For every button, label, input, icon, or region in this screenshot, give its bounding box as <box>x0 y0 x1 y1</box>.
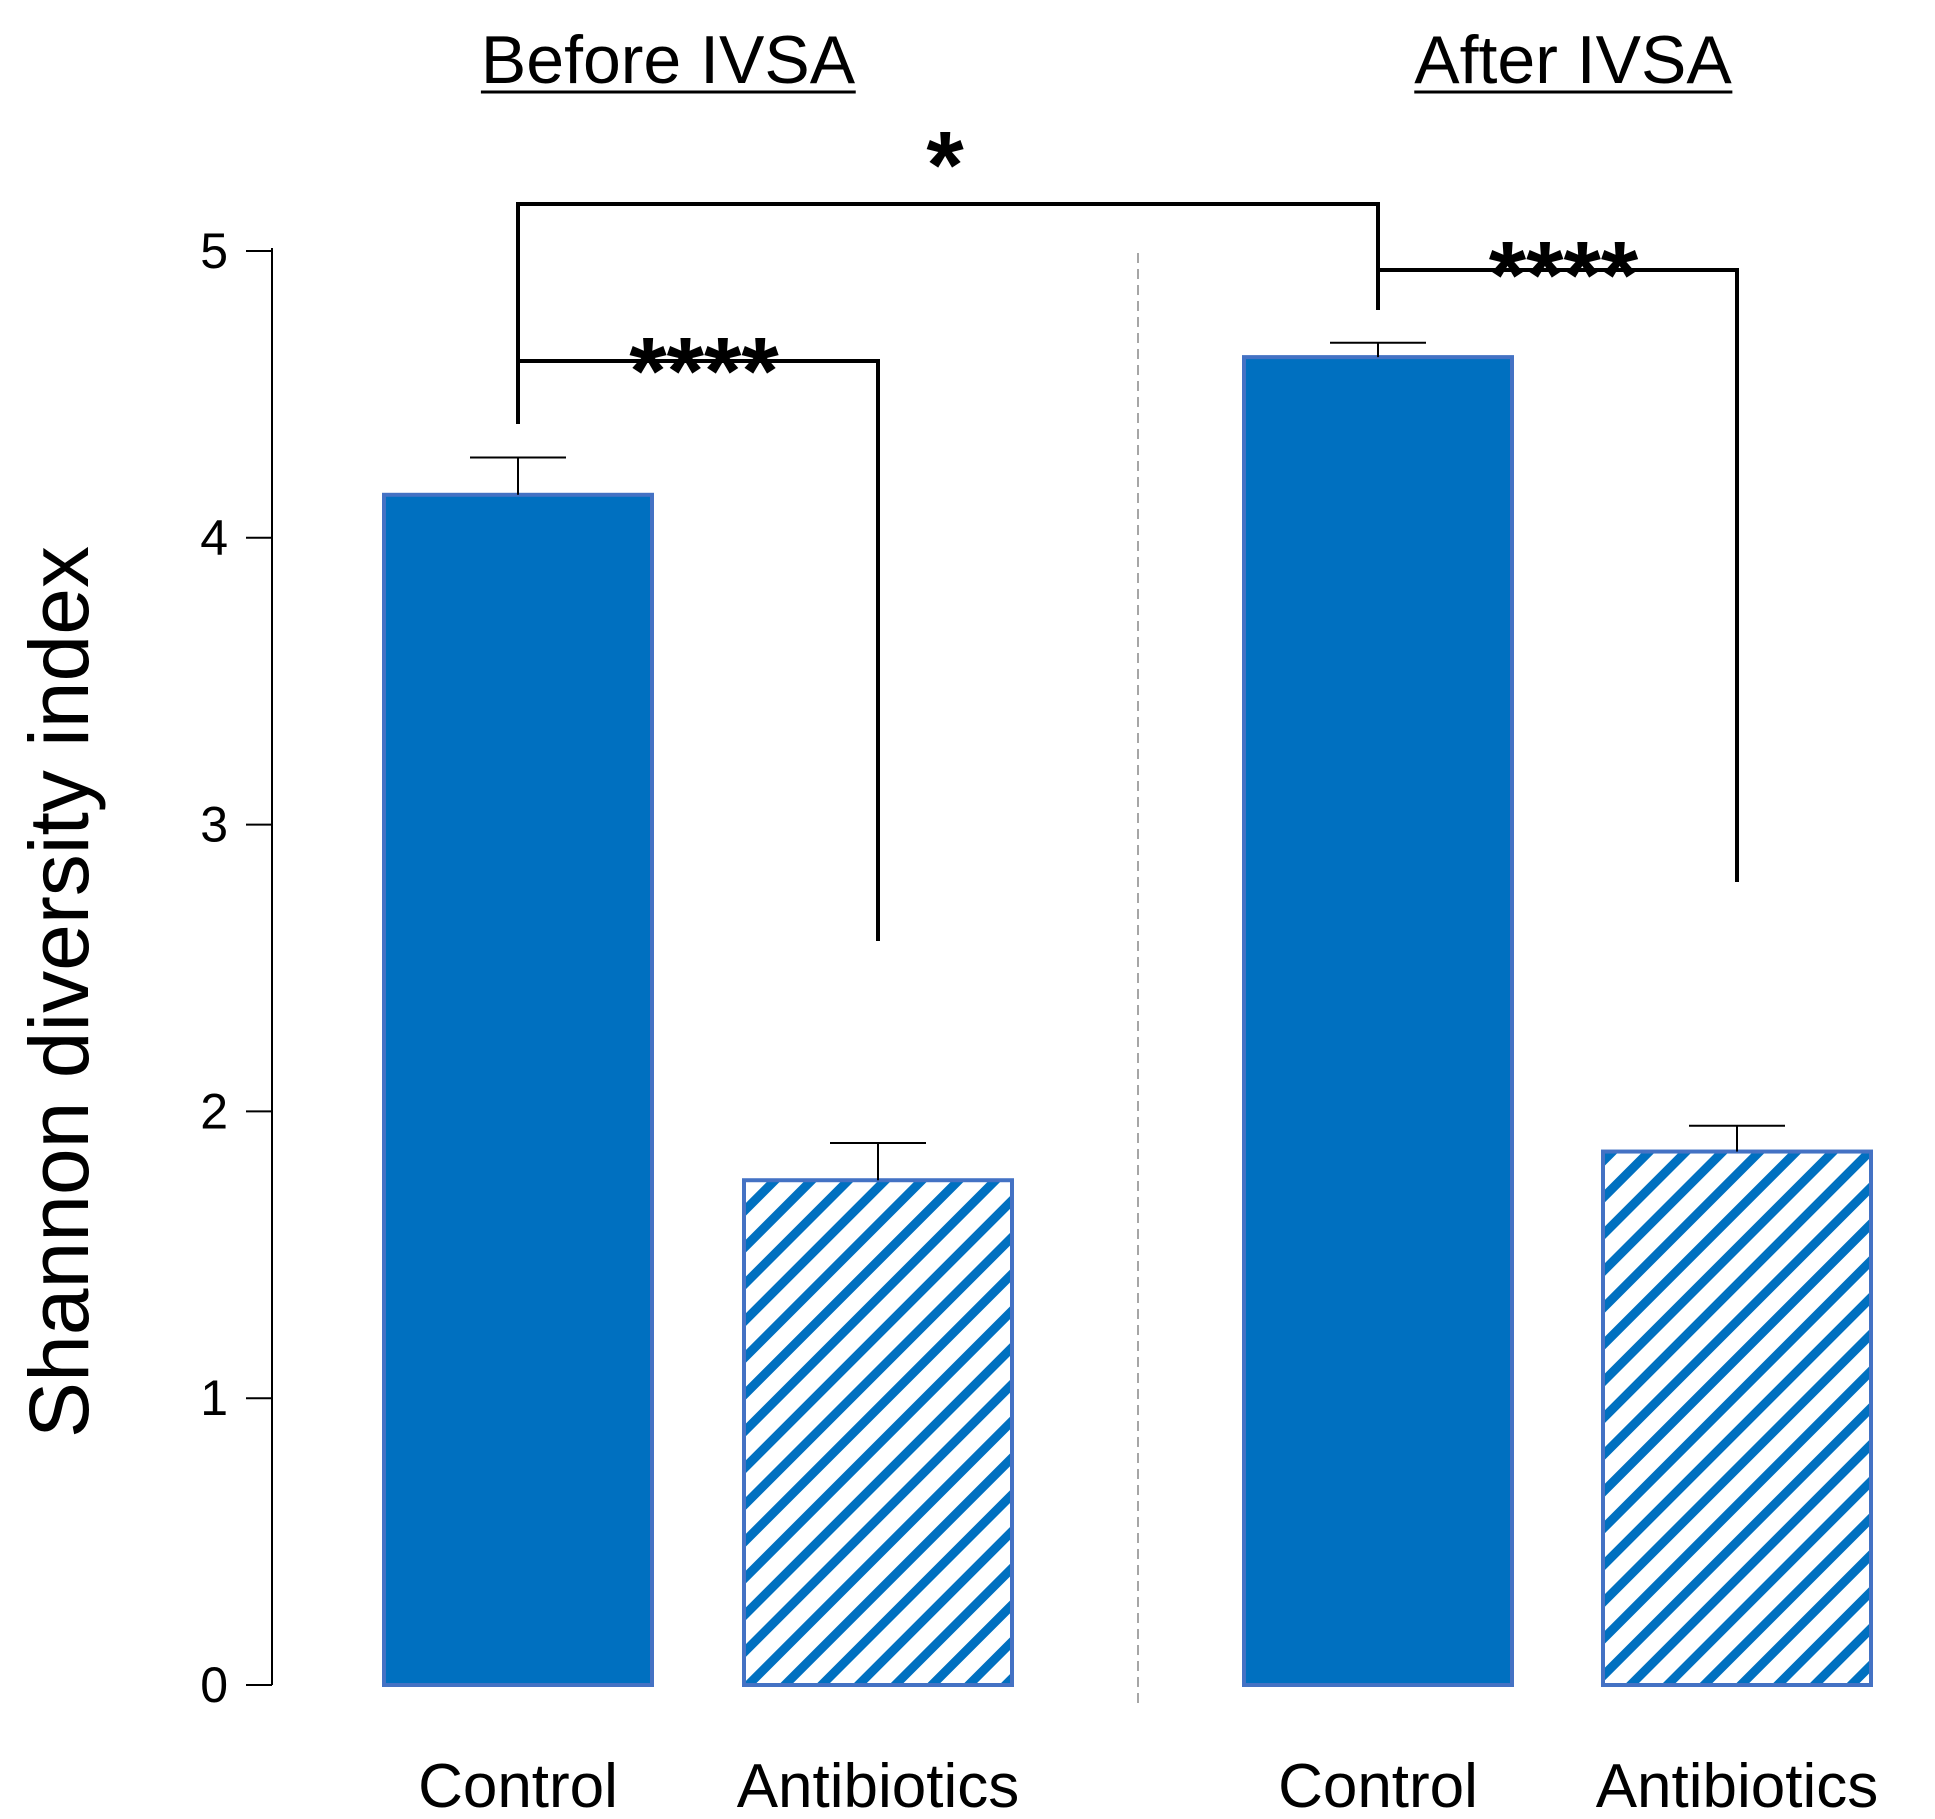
y-tick-label-2: 2 <box>200 1083 228 1139</box>
bar-0-0 <box>382 492 654 1687</box>
sig-stars-controls: * <box>926 112 964 219</box>
y-tick-label-0: 0 <box>200 1657 228 1713</box>
y-tick-label-5: 5 <box>200 223 228 279</box>
category-labels: Control Antibiotics Control Antibiotics <box>418 1752 1878 1819</box>
y-tick-label-1: 1 <box>200 1370 228 1426</box>
y-axis-ticks: 0 1 2 3 4 5 <box>200 223 272 1713</box>
y-tick-label-3: 3 <box>200 797 228 853</box>
bar-1-0 <box>1242 355 1514 1688</box>
category-label-1-1: Antibiotics <box>1596 1752 1879 1819</box>
bracket-controls <box>516 202 1380 424</box>
category-label-0-0: Control <box>418 1752 618 1819</box>
error-bars <box>470 341 1785 1181</box>
significance-brackets: ********* <box>516 112 1739 941</box>
sig-stars-before: **** <box>629 318 779 425</box>
group-title-after: After IVSA <box>1414 22 1732 98</box>
bracket-before <box>518 359 880 941</box>
category-label-0-1: Antibiotics <box>737 1752 1020 1819</box>
sig-stars-after: **** <box>1489 222 1639 329</box>
bracket-after <box>1378 268 1739 882</box>
group-title-before: Before IVSA <box>481 22 856 98</box>
bar-1-1 <box>1601 1149 1873 1687</box>
category-label-1-0: Control <box>1278 1752 1478 1819</box>
bar-0-1 <box>742 1178 1014 1688</box>
bars <box>382 355 1873 1688</box>
y-axis-title: Shannon diversity index <box>12 546 106 1438</box>
y-tick-label-4: 4 <box>200 510 228 566</box>
